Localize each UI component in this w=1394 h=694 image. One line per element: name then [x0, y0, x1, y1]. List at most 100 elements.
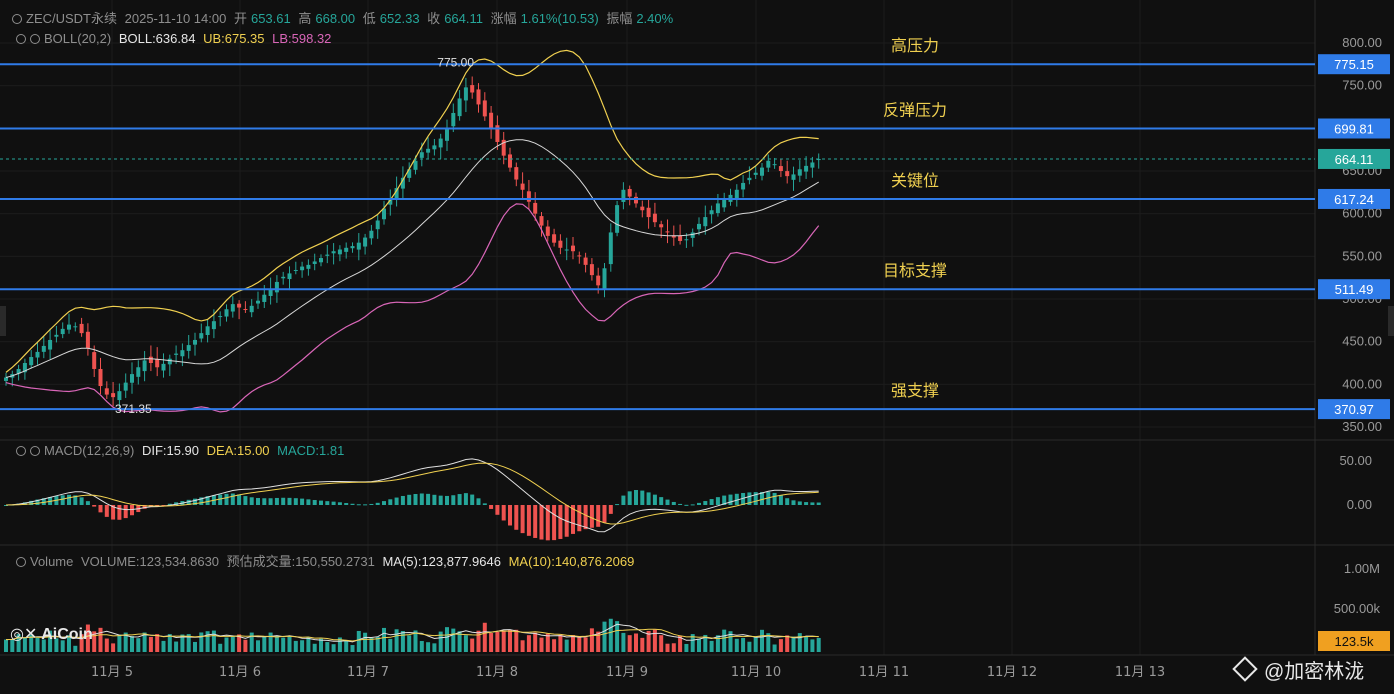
candle-body	[199, 333, 204, 339]
candle-body	[167, 358, 172, 365]
macd-histogram-bar	[558, 505, 563, 539]
volume-bar	[104, 638, 109, 652]
candle-body	[394, 188, 399, 200]
candle-body	[375, 220, 380, 230]
volume-bar	[249, 632, 254, 652]
candle-body	[218, 316, 223, 318]
macd-histogram-bar	[476, 498, 481, 505]
level-price-tag	[1318, 279, 1390, 300]
candle-body	[268, 288, 273, 297]
macd-histogram-bar	[520, 505, 525, 534]
candle-body	[684, 239, 689, 241]
volume-bar	[539, 637, 544, 652]
candle-body	[123, 382, 128, 391]
macd-histogram-bar	[344, 503, 349, 505]
volume-bar	[634, 633, 638, 652]
macd-histogram-bar	[67, 494, 71, 505]
volume-bar	[785, 635, 790, 652]
boll-name: BOLL(20,2)	[44, 31, 112, 46]
volume-bar	[734, 638, 739, 652]
volume-bar	[514, 629, 519, 652]
scroll-left-handle[interactable]	[0, 306, 6, 336]
macd-histogram-bar	[489, 505, 494, 509]
volume-bar	[816, 637, 821, 652]
level-price-label: 699.81	[1334, 121, 1374, 136]
macd-histogram-bar	[199, 497, 204, 505]
candle-body	[306, 264, 311, 269]
price-tick-label: 450.00	[1342, 334, 1382, 349]
candle-body	[130, 374, 134, 383]
candle-body	[596, 275, 601, 286]
macd-histogram-bar	[772, 492, 777, 505]
volume-bar	[690, 634, 695, 652]
volume-bar	[804, 636, 809, 652]
macd-histogram-bar	[237, 494, 242, 505]
volume-bar	[268, 632, 273, 652]
volume-bar	[583, 637, 588, 652]
macd-histogram-bar	[734, 493, 739, 505]
candle-body	[287, 273, 292, 280]
macd-histogram-bar	[319, 500, 323, 505]
eye-icon[interactable]	[16, 557, 26, 567]
macd-histogram-bar	[35, 499, 40, 505]
level-note: 目标支撑	[883, 261, 947, 280]
macd-histogram-bar	[218, 494, 223, 505]
eye-icon[interactable]	[16, 446, 26, 456]
macd-histogram-bar	[451, 495, 456, 505]
volume-bar	[136, 638, 141, 652]
candle-body	[350, 246, 355, 249]
candle-body	[589, 264, 594, 276]
macd-histogram-bar	[287, 497, 292, 505]
macd-histogram-bar	[652, 494, 657, 505]
volume-bar	[476, 630, 481, 652]
macd-histogram-bar	[29, 500, 34, 505]
candle-body	[325, 254, 330, 256]
volume-bar	[161, 640, 166, 652]
volume-bar	[4, 639, 8, 652]
collapse-icon[interactable]	[12, 14, 22, 24]
volume-bar	[375, 636, 380, 652]
candle-body	[501, 139, 506, 156]
macd-histogram-bar	[407, 494, 412, 505]
volume-bar	[665, 643, 670, 652]
macd-histogram-bar	[634, 490, 638, 505]
candle-body	[337, 249, 342, 255]
candle-body	[602, 268, 607, 289]
volume-ma10-line	[5, 628, 819, 642]
candle-body	[180, 350, 185, 357]
boll-header: BOLL(20,2) BOLL:636.84 UB:675.35 LB:598.…	[16, 31, 335, 46]
amplitude-label: 振幅	[606, 11, 633, 26]
volume-bar	[205, 631, 210, 652]
macd-histogram-bar	[394, 497, 399, 505]
volume-bar	[180, 634, 185, 652]
bell-icon[interactable]	[30, 446, 40, 456]
volume-bar	[193, 641, 197, 652]
candle-body	[741, 182, 746, 190]
volume-bar	[41, 639, 46, 652]
candle-body	[564, 249, 569, 251]
macd-histogram-bar	[785, 498, 790, 505]
scroll-right-handle[interactable]	[1388, 306, 1394, 336]
macd-histogram-bar	[715, 497, 720, 505]
level-note: 强支撑	[891, 381, 939, 400]
volume-bar	[678, 635, 683, 652]
candle-body	[4, 377, 8, 381]
candle-body	[451, 112, 456, 127]
volume-bar	[703, 634, 708, 652]
volume-bar	[73, 645, 78, 652]
volume-bar	[615, 621, 620, 652]
price-tick-label: 800.00	[1342, 35, 1382, 50]
x-axis-label: 11月 12	[987, 665, 1037, 680]
macd-histogram-bar	[331, 501, 336, 505]
volume-bar	[520, 640, 525, 652]
eye-icon[interactable]	[16, 34, 26, 44]
volume-bar	[545, 633, 550, 652]
bell-icon[interactable]	[30, 34, 40, 44]
volume-bar	[671, 643, 676, 652]
macd-histogram-bar	[413, 494, 418, 505]
candle-body	[734, 189, 739, 199]
volume-bar	[293, 640, 298, 652]
volume-tick-label: 500.00k	[1334, 601, 1381, 616]
macd-histogram-bar	[741, 492, 746, 505]
